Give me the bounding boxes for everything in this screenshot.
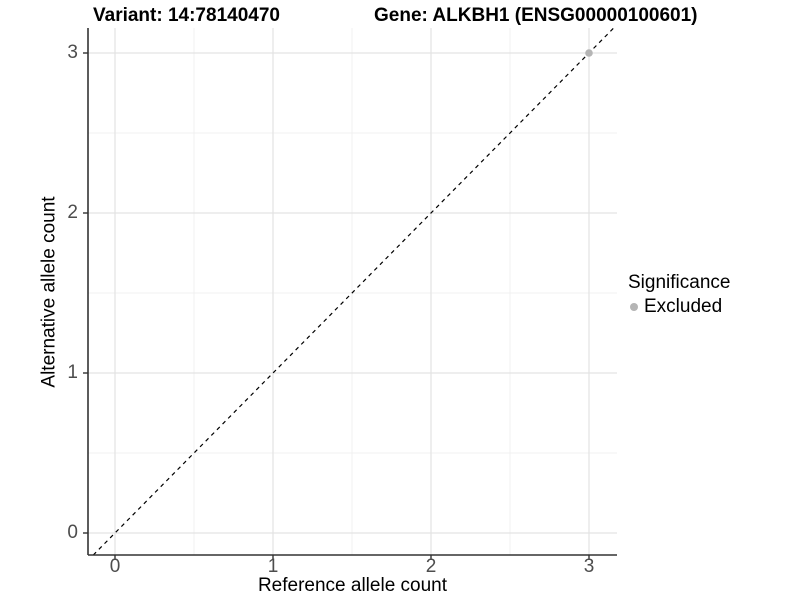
- y-tick-label: 3: [67, 42, 78, 63]
- x-tick-label: 1: [267, 556, 279, 577]
- y-axis-title: Alternative allele count: [38, 196, 60, 388]
- x-tick-label: 0: [109, 556, 121, 577]
- x-tick-label: 2: [425, 556, 437, 577]
- y-tick-label: 2: [67, 202, 78, 223]
- legend-item: Excluded: [628, 296, 730, 317]
- y-tick-label: 0: [67, 522, 78, 543]
- variant-title: Variant: 14:78140470: [93, 5, 280, 26]
- legend-items: Excluded: [628, 296, 730, 317]
- data-point: [585, 49, 593, 57]
- identity-reference-line: [92, 27, 615, 556]
- legend-key-dot-icon: [630, 302, 638, 311]
- legend-title: Significance: [628, 272, 731, 293]
- legend: Significance Excluded: [628, 272, 730, 317]
- gene-title: Gene: ALKBH1 (ENSG00000100601): [374, 5, 698, 26]
- x-axis-title: Reference allele count: [257, 575, 448, 596]
- x-tick-label: 3: [583, 556, 595, 577]
- legend-item-label: Excluded: [644, 296, 723, 317]
- y-tick-label: 1: [67, 362, 78, 383]
